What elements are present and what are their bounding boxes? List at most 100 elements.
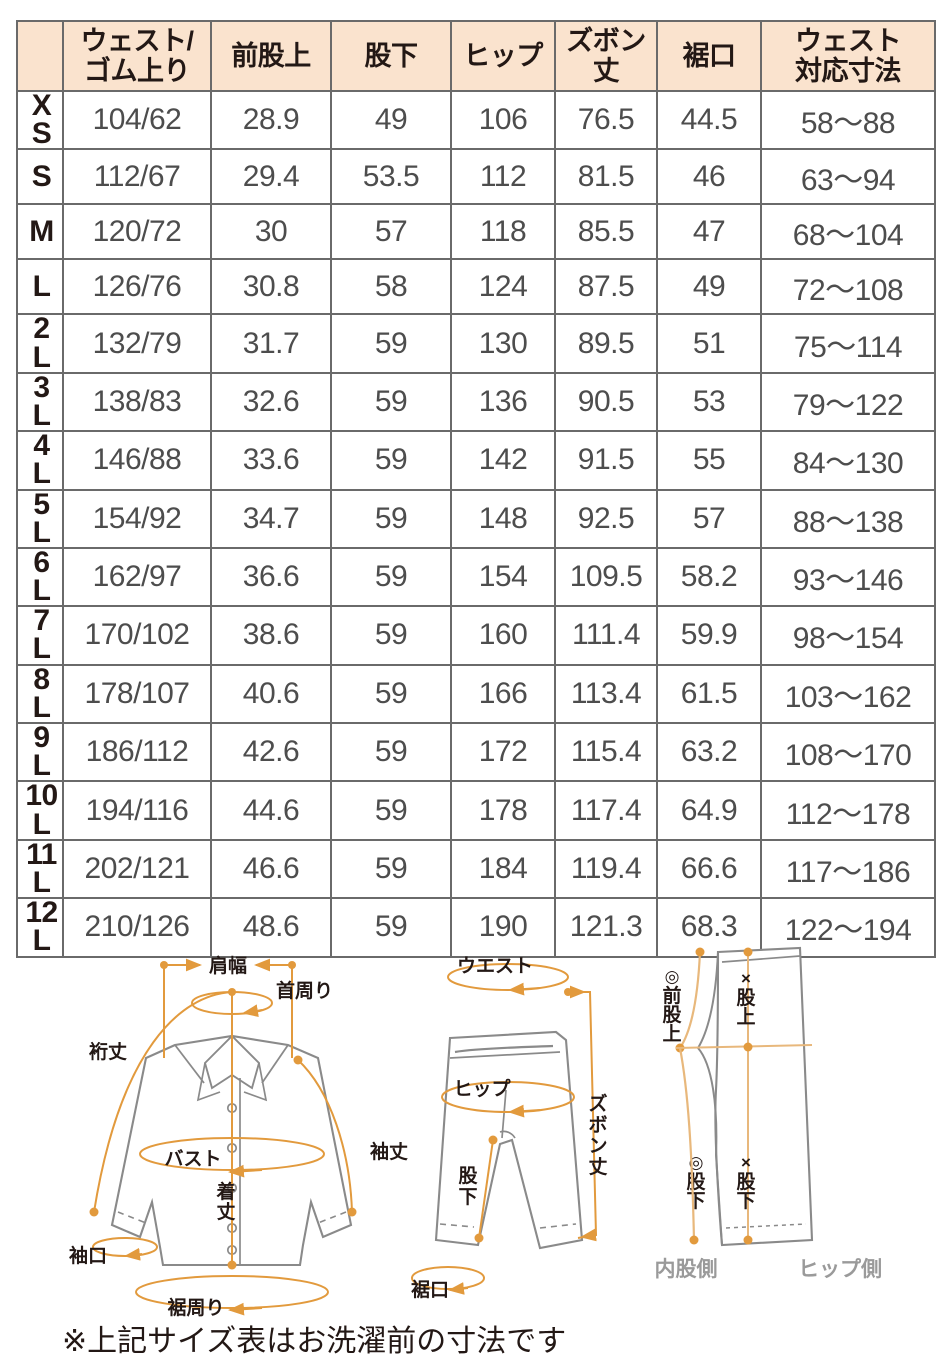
header-cell-hip: ヒップ (450, 20, 556, 92)
measurement-cell: 53 (656, 371, 762, 433)
front-rise-dot-top (695, 947, 705, 957)
size-label-cell: 4 L (16, 430, 64, 491)
measurement-cell: 126/76 (62, 258, 212, 316)
size-label: 10 L (25, 779, 58, 841)
measurement-cell: 111.4 (554, 605, 658, 666)
size-label: 3 L (32, 370, 51, 432)
measurement-cell: 59 (330, 838, 452, 900)
table-row: 8 L 178/107 40.6 59 166 113.4 61.5 103〜162 (16, 662, 936, 725)
measurement-cell: 112〜178 (760, 780, 936, 841)
measurement-cell: 59 (330, 721, 452, 783)
front-rise-curve (679, 951, 702, 1049)
measurement-cell: 48.6 (210, 897, 332, 958)
label-inseam-cross-marker: × (741, 1153, 751, 1172)
size-label-cell: 5 L (16, 488, 64, 549)
measurement-cell: 75〜114 (760, 313, 936, 374)
measurement-cell: 46 (656, 148, 762, 206)
shoulder-width-dot-right (288, 961, 296, 969)
size-label: 2 L (32, 312, 51, 374)
measurement-cell: 88〜138 (760, 488, 936, 549)
size-label: M (29, 214, 54, 248)
measurement-cell: 91.5 (554, 430, 658, 491)
measurement-cell: 210/126 (62, 897, 212, 958)
measurement-cell: 85.5 (554, 203, 658, 261)
label-neck-circumference: 首周り (276, 979, 333, 1002)
inseam-circle-curve (678, 1047, 696, 1241)
label-hem-opening: 裾口 (411, 1278, 449, 1301)
label-rise-marker: × (741, 969, 751, 988)
measurement-cell: 190 (450, 897, 556, 958)
hip-arrow (508, 1104, 541, 1118)
pants-crotch-curve (499, 1130, 516, 1139)
measurement-cell: 46.6 (210, 838, 332, 900)
rise-dot-bottom (743, 1235, 753, 1245)
inseam-dot-bottom (474, 1233, 484, 1243)
measurement-cell: 202/121 (62, 838, 212, 900)
pants-length-arrow-bottom (580, 1228, 597, 1242)
table-row: 6 L 162/97 36.6 59 154 109.5 58.2 93〜146 (16, 545, 936, 608)
measurement-cell: 44.5 (656, 89, 762, 151)
measurement-cell: 63.2 (656, 721, 762, 783)
measurement-cell: 31.7 (210, 313, 332, 374)
jacket-left-shoulder-seam (174, 1044, 205, 1084)
rise-hem-dash (725, 1223, 807, 1229)
measurement-cell: 38.6 (210, 605, 332, 666)
size-label: 9 L (32, 721, 51, 783)
size-label-cell: 11 L (16, 838, 64, 900)
measurement-cell: 106 (450, 89, 556, 151)
measurement-cell: 79〜122 (760, 371, 936, 433)
label-hip: ヒップ (453, 1077, 511, 1100)
measurement-cell: 108〜170 (760, 721, 936, 783)
measurement-cell: 184 (450, 838, 556, 900)
size-label: 8 L (32, 662, 51, 724)
size-label-cell: X S (16, 89, 64, 151)
measurement-cell: 42.6 (210, 721, 332, 783)
pants-fly (501, 1089, 507, 1139)
header-cell-waist-elastic: ウェスト/ゴム上り (62, 20, 212, 92)
jacket-diagram: 肩幅 首周り 裄丈 バスト 袖丈 着丈 (69, 954, 408, 1319)
hem-circumference-arrow (228, 1302, 263, 1316)
label-bust: バスト (164, 1148, 221, 1170)
measurement-cell: 59 (330, 605, 452, 666)
measurement-cell: 72〜108 (760, 258, 936, 316)
table-body: X S 104/62 28.9 49 106 76.5 44.5 58〜88 S 112/67 29… (16, 89, 936, 958)
size-label-cell: 12 L (16, 897, 64, 958)
measurement-cell: 117.4 (554, 780, 658, 841)
measurement-cell: 47 (656, 203, 762, 261)
measurement-cell: 59 (330, 430, 452, 491)
neck-circumference-arrow (242, 1004, 263, 1018)
shoulder-width-dot-left (160, 961, 168, 969)
measurement-cell: 59 (330, 897, 452, 958)
size-label-cell: M (16, 203, 64, 261)
size-label: 6 L (32, 545, 51, 608)
measurement-cell: 103〜162 (760, 663, 936, 725)
pants-length-dot-top (564, 988, 572, 996)
size-label: 7 L (32, 604, 51, 666)
measurement-cell: 87.5 (554, 258, 658, 316)
table-row: 12 L 210/126 48.6 59 190 121.3 68.3 122〜194 (16, 897, 936, 958)
pants-diagram: ウエスト ヒップ ズボン丈 股下 裾口 (411, 955, 608, 1301)
measurement-cell: 59 (330, 780, 452, 841)
size-label-cell: 10 L (16, 779, 64, 841)
header-row: ウェスト/ゴム上り 前股上 股下 ヒップ ズボン丈 裾口 ウェスト 対応寸法 (16, 20, 936, 92)
measurement-cell: 84〜130 (760, 430, 936, 491)
rise-dot-crotch (743, 1042, 753, 1052)
measurement-cell: 119.4 (554, 838, 658, 900)
jacket-left-cuff-dash (117, 1211, 147, 1224)
measurement-cell: 154 (450, 546, 556, 608)
measurement-cell: 55 (656, 430, 762, 491)
table-row: 5 L 154/92 34.7 59 148 92.5 57 88〜138 (16, 488, 936, 549)
sleeve-length-dot-bottom (347, 1207, 357, 1217)
table-header: ウェスト/ゴム上り 前股上 股下 ヒップ ズボン丈 裾口 ウェスト 対応寸法 (16, 20, 936, 92)
measurement-cell: 30 (210, 203, 332, 261)
measurement-cell: 146/88 (62, 430, 212, 491)
label-shoulder-width: 肩幅 (209, 954, 247, 977)
size-chart-table: ウェスト/ゴム上り 前股上 股下 ヒップ ズボン丈 裾口 ウェスト 対応寸法 X … (16, 20, 936, 958)
measurement-cell: 178/107 (62, 663, 212, 725)
measurement-cell: 44.6 (210, 780, 332, 841)
jacket-right-shoulder-seam (261, 1044, 289, 1084)
measurement-cell: 109.5 (554, 546, 658, 608)
table-row: X S 104/62 28.9 49 106 76.5 44.5 58〜88 (16, 89, 936, 151)
header-cell-front-rise: 前股上 (210, 20, 332, 92)
measurement-cell: 63〜94 (760, 148, 936, 206)
